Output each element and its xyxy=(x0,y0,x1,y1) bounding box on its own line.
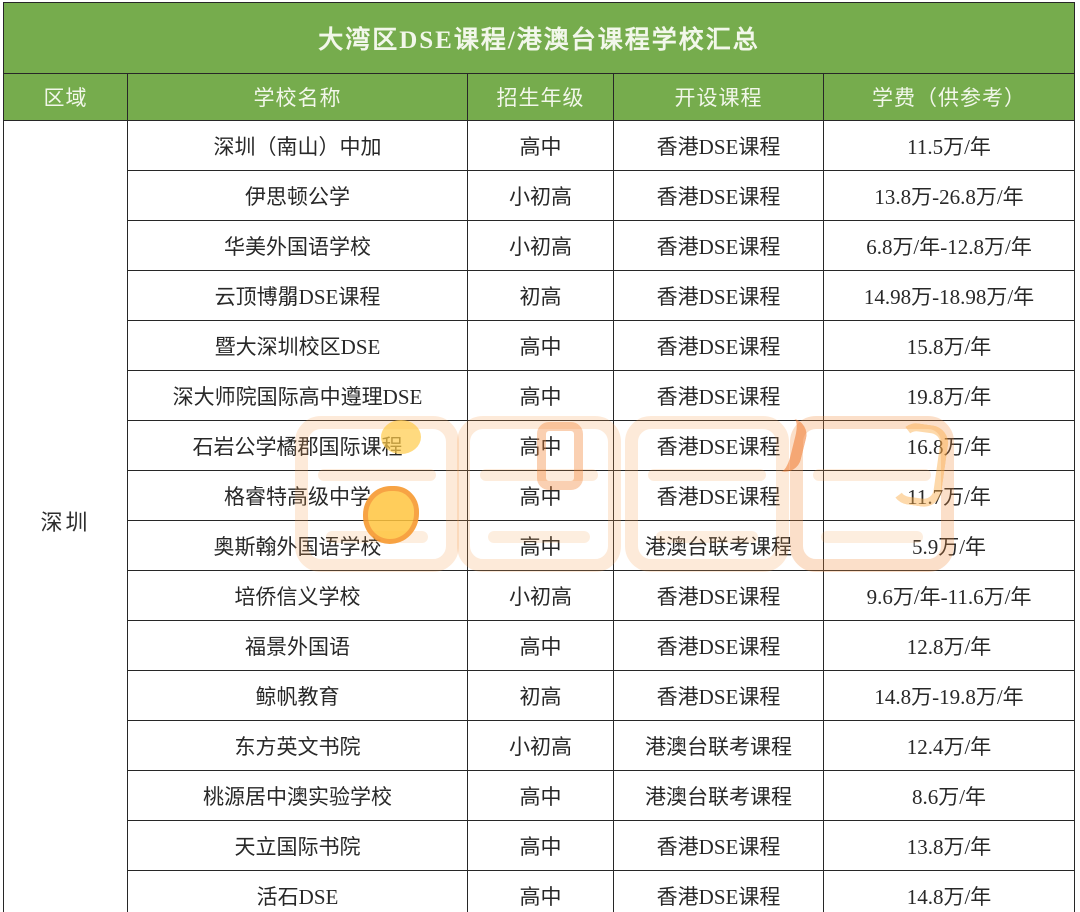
school-cell: 奥斯翰外国语学校 xyxy=(127,520,468,571)
column-header: 开设课程 xyxy=(613,73,824,121)
column-header: 学费（供参考） xyxy=(822,73,1076,121)
column-header: 招生年级 xyxy=(467,73,614,121)
fee-cell: 19.8万/年 xyxy=(822,370,1076,421)
course-cell: 香港DSE课程 xyxy=(613,370,824,421)
fee-cell: 11.7万/年 xyxy=(822,470,1076,521)
fee-cell: 8.6万/年 xyxy=(822,770,1076,821)
grade-cell: 小初高 xyxy=(467,720,614,771)
course-cell: 香港DSE课程 xyxy=(613,670,824,721)
table-row: 奥斯翰外国语学校 高中 港澳台联考课程 5.9万/年 xyxy=(4,520,1076,571)
grade-cell: 初高 xyxy=(467,670,614,721)
fee-cell: 6.8万/年-12.8万/年 xyxy=(822,220,1076,271)
grade-cell: 初高 xyxy=(467,270,614,321)
fee-cell: 11.5万/年 xyxy=(822,120,1076,171)
grade-cell: 高中 xyxy=(467,820,614,871)
school-cell: 鲸帆教育 xyxy=(127,670,468,721)
school-cell: 石岩公学橘郡国际课程 xyxy=(127,420,468,471)
table-row: 深圳 深圳（南山）中加 高中 香港DSE课程 11.5万/年 xyxy=(3,120,1076,912)
grade-cell: 高中 xyxy=(467,470,614,521)
course-cell: 香港DSE课程 xyxy=(613,870,824,912)
fee-cell: 12.8万/年 xyxy=(822,620,1076,671)
course-cell: 香港DSE课程 xyxy=(613,220,824,271)
title-row: 大湾区DSE课程/港澳台课程学校汇总 xyxy=(2,2,1076,74)
school-cell: 深圳（南山）中加 xyxy=(127,120,468,171)
course-cell: 香港DSE课程 xyxy=(613,570,824,621)
column-header: 学校名称 xyxy=(127,73,468,121)
school-cell: 福景外国语 xyxy=(127,620,468,671)
table-row: 云顶博朤DSE课程 初高 香港DSE课程 14.98万-18.98万/年 xyxy=(4,270,1076,321)
grade-cell: 高中 xyxy=(467,620,614,671)
table-row: 石岩公学橘郡国际课程 高中 香港DSE课程 16.8万/年 xyxy=(4,420,1076,471)
table-row: 培侨信义学校 小初高 香港DSE课程 9.6万/年-11.6万/年 xyxy=(4,570,1076,621)
grade-cell: 高中 xyxy=(467,370,614,421)
table-title: 大湾区DSE课程/港澳台课程学校汇总 xyxy=(2,2,1076,74)
grade-cell: 高中 xyxy=(467,120,614,171)
school-cell: 云顶博朤DSE课程 xyxy=(127,270,468,321)
grade-cell: 高中 xyxy=(467,870,614,912)
fee-cell: 12.4万/年 xyxy=(822,720,1076,771)
school-cell: 华美外国语学校 xyxy=(127,220,468,271)
grade-cell: 高中 xyxy=(467,420,614,471)
table-row: 活石DSE 高中 香港DSE课程 14.8万/年 xyxy=(4,870,1076,912)
school-cell: 培侨信义学校 xyxy=(127,570,468,621)
course-cell: 香港DSE课程 xyxy=(613,320,824,371)
school-cell: 东方英文书院 xyxy=(127,720,468,771)
school-cell: 暨大深圳校区DSE xyxy=(127,320,468,371)
course-cell: 港澳台联考课程 xyxy=(613,520,824,571)
table-row: 华美外国语学校 小初高 香港DSE课程 6.8万/年-12.8万/年 xyxy=(4,220,1076,271)
school-cell: 伊思顿公学 xyxy=(127,170,468,221)
school-cell: 活石DSE xyxy=(127,870,468,912)
fee-cell: 16.8万/年 xyxy=(822,420,1076,471)
course-cell: 香港DSE课程 xyxy=(613,270,824,321)
course-cell: 香港DSE课程 xyxy=(613,170,824,221)
fee-cell: 13.8万/年 xyxy=(822,820,1076,871)
grade-cell: 高中 xyxy=(467,770,614,821)
header-row: 区域 学校名称 招生年级 开设课程 学费（供参考） xyxy=(3,73,1076,121)
fee-cell: 14.8万-19.8万/年 xyxy=(822,670,1076,721)
grade-cell: 高中 xyxy=(467,320,614,371)
table-body: 深圳 深圳（南山）中加 高中 香港DSE课程 11.5万/年 伊思顿公学 小初高 香港DSE课… xyxy=(3,120,1076,912)
grade-cell: 小初高 xyxy=(467,220,614,271)
table-row: 深大师院国际高中遵理DSE 高中 香港DSE课程 19.8万/年 xyxy=(4,370,1076,421)
course-cell: 香港DSE课程 xyxy=(613,820,824,871)
table-row: 格睿特高级中学 高中 香港DSE课程 11.7万/年 xyxy=(4,470,1076,521)
course-cell: 香港DSE课程 xyxy=(613,120,824,171)
grade-cell: 小初高 xyxy=(467,570,614,621)
school-cell: 格睿特高级中学 xyxy=(127,470,468,521)
school-cell: 天立国际书院 xyxy=(127,820,468,871)
course-cell: 港澳台联考课程 xyxy=(613,770,824,821)
table-row: 伊思顿公学 小初高 香港DSE课程 13.8万-26.8万/年 xyxy=(4,170,1076,221)
table-row: 天立国际书院 高中 香港DSE课程 13.8万/年 xyxy=(4,820,1076,871)
fee-cell: 15.8万/年 xyxy=(822,320,1076,371)
grade-cell: 小初高 xyxy=(467,170,614,221)
school-cell: 桃源居中澳实验学校 xyxy=(127,770,468,821)
grade-cell: 高中 xyxy=(467,520,614,571)
table-row: 东方英文书院 小初高 港澳台联考课程 12.4万/年 xyxy=(4,720,1076,771)
region-cell: 深圳 xyxy=(3,120,128,912)
school-cell: 深大师院国际高中遵理DSE xyxy=(127,370,468,421)
fee-cell: 9.6万/年-11.6万/年 xyxy=(822,570,1076,621)
table-row: 福景外国语 高中 香港DSE课程 12.8万/年 xyxy=(4,620,1076,671)
fee-cell: 5.9万/年 xyxy=(822,520,1076,571)
course-cell: 香港DSE课程 xyxy=(613,470,824,521)
fee-cell: 14.98万-18.98万/年 xyxy=(822,270,1076,321)
table-row: 桃源居中澳实验学校 高中 港澳台联考课程 8.6万/年 xyxy=(4,770,1076,821)
table-row: 暨大深圳校区DSE 高中 香港DSE课程 15.8万/年 xyxy=(4,320,1076,371)
course-cell: 香港DSE课程 xyxy=(613,420,824,471)
course-cell: 港澳台联考课程 xyxy=(613,720,824,771)
column-header: 区域 xyxy=(3,73,128,121)
course-cell: 香港DSE课程 xyxy=(613,620,824,671)
table-row: 鲸帆教育 初高 香港DSE课程 14.8万-19.8万/年 xyxy=(4,670,1076,721)
fee-cell: 13.8万-26.8万/年 xyxy=(822,170,1076,221)
fee-cell: 14.8万/年 xyxy=(822,870,1076,912)
